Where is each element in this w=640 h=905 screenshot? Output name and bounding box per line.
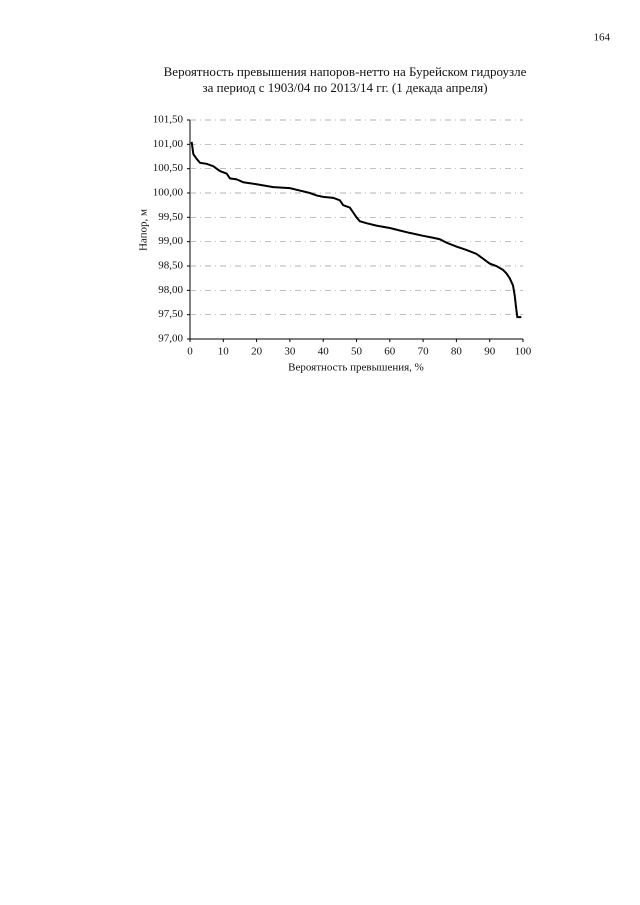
y-tick-label: 99,50 <box>158 211 183 223</box>
chart-title: Вероятность превышения напоров-нетто на … <box>164 64 527 79</box>
x-tick-label: 40 <box>318 346 330 358</box>
x-tick-label: 20 <box>251 346 263 358</box>
y-tick-label: 100,00 <box>153 187 184 199</box>
x-tick-label: 0 <box>187 346 193 358</box>
x-tick-label: 60 <box>384 346 396 358</box>
y-tick-label: 100,50 <box>153 162 184 174</box>
x-tick-label: 100 <box>515 346 532 358</box>
chart-title: за период с 1903/04 по 2013/14 гг. (1 де… <box>202 80 487 95</box>
x-tick-label: 70 <box>418 346 430 358</box>
data-line <box>190 141 522 319</box>
x-tick-label: 80 <box>451 346 463 358</box>
x-tick-label: 50 <box>351 346 363 358</box>
y-tick-label: 97,00 <box>158 333 183 345</box>
y-tick-label: 101,50 <box>153 114 184 126</box>
x-tick-label: 30 <box>284 346 296 358</box>
y-tick-label: 99,00 <box>158 235 183 247</box>
y-axis-label: Напор, м <box>138 209 150 251</box>
x-tick-label: 10 <box>218 346 230 358</box>
y-tick-label: 97,50 <box>158 308 183 320</box>
x-tick-label: 90 <box>484 346 496 358</box>
y-tick-label: 98,50 <box>158 260 183 272</box>
page-number: 164 <box>594 32 611 44</box>
y-tick-label: 98,00 <box>158 284 183 296</box>
x-axis-label: Вероятность превышения, % <box>288 362 424 374</box>
y-tick-label: 101,00 <box>153 138 184 150</box>
